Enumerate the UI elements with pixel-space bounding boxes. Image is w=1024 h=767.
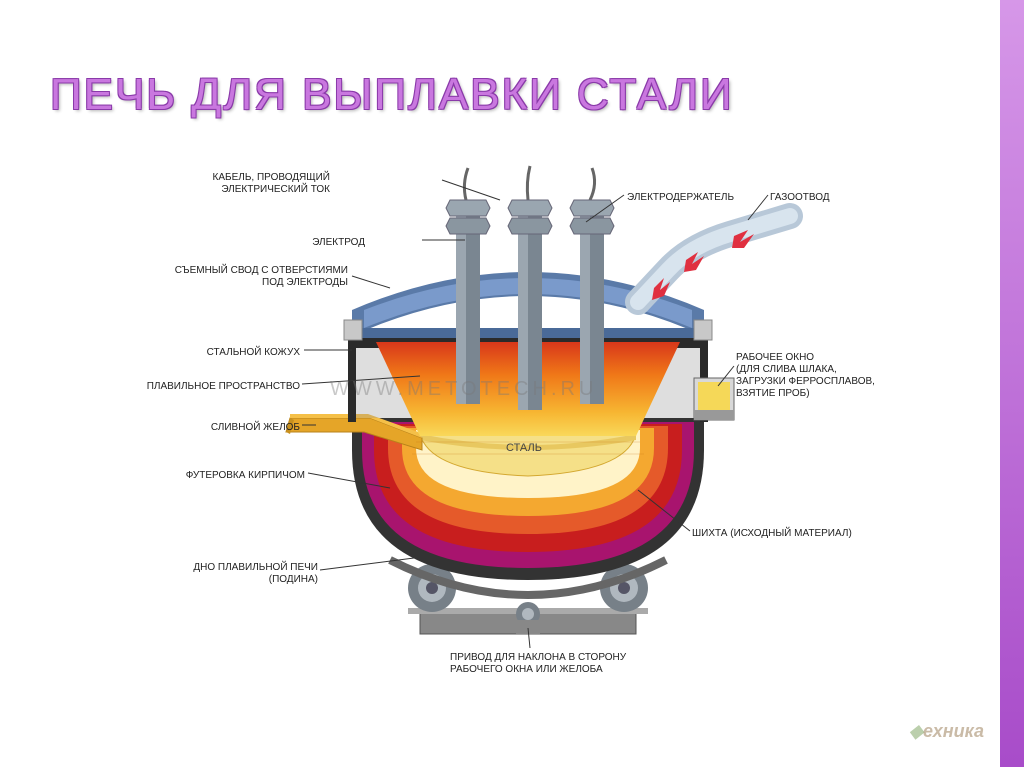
slide: ПЕЧЬ ДЛЯ ВЫПЛАВКИ СТАЛИ — [0, 0, 1024, 767]
label-shell: СТАЛЬНОЙ КОЖУХ — [150, 347, 300, 359]
sidebar-accent — [1000, 0, 1024, 767]
watermark: WWW.METOTECH.RU — [330, 378, 597, 401]
label-lining: ФУТЕРОВКА КИРПИЧОМ — [125, 470, 305, 482]
working-window — [694, 378, 734, 420]
label-spout: СЛИВНОЙ ЖЕЛОБ — [150, 422, 300, 434]
gas-pipe — [638, 216, 790, 302]
label-holder: ЭЛЕКТРОДЕРЖАТЕЛЬ — [627, 192, 767, 204]
label-gas: ГАЗООТВОД — [770, 192, 890, 204]
furnace-diagram: СТАЛЬ WWW.METOTECH.RU КАБЕЛЬ, ПРОВОДЯЩИЙ… — [130, 160, 900, 720]
label-hearth: ДНО ПЛАВИЛЬНОЙ ПЕЧИ(ПОДИНА) — [138, 562, 318, 586]
label-drive: ПРИВОД ДЛЯ НАКЛОНА В СТОРОНУРАБОЧЕГО ОКН… — [450, 652, 670, 676]
label-charge: ШИХТА (ИСХОДНЫЙ МАТЕРИАЛ) — [692, 528, 892, 540]
logo-text: ехника — [923, 721, 984, 741]
label-roof: СЪЕМНЫЙ СВОД С ОТВЕРСТИЯМИПОД ЭЛЕКТРОДЫ — [148, 265, 348, 289]
logo: ◆ехника — [909, 721, 984, 742]
slide-title: ПЕЧЬ ДЛЯ ВЫПЛАВКИ СТАЛИ — [50, 70, 734, 120]
label-window: РАБОЧЕЕ ОКНО(ДЛЯ СЛИВА ШЛАКА,ЗАГРУЗКИ ФЕ… — [736, 352, 906, 400]
label-cable: КАБЕЛЬ, ПРОВОДЯЩИЙЭЛЕКТРИЧЕСКИЙ ТОК — [150, 172, 330, 196]
label-melting-space: ПЛАВИЛЬНОЕ ПРОСТРАНСТВО — [100, 381, 300, 393]
steel-label: СТАЛЬ — [506, 442, 542, 454]
label-electrode: ЭЛЕКТРОД — [245, 237, 365, 249]
